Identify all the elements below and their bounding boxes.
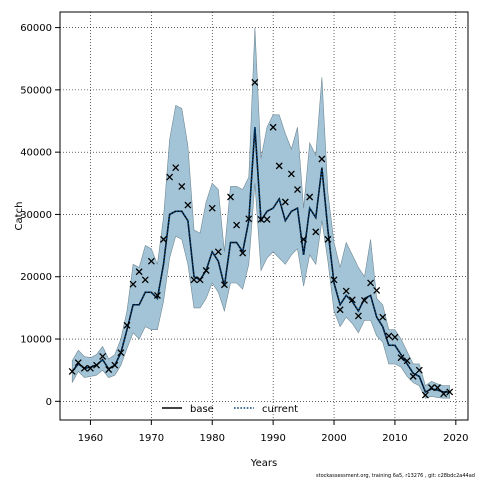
observed-point-marker [239, 249, 247, 257]
observed-point-marker [129, 280, 137, 288]
observed-point-marker [86, 364, 94, 372]
legend: base current [162, 404, 298, 415]
observed-point-marker [245, 215, 253, 223]
x-tick-label: 1990 [260, 433, 285, 444]
y-tick-label: 50000 [20, 85, 52, 96]
observed-point-marker [141, 276, 149, 284]
plot-frame [59, 11, 469, 421]
observed-point-marker [318, 155, 326, 163]
x-tick-label: 1980 [200, 433, 225, 444]
observed-point-marker [440, 390, 448, 398]
observed-point-marker [415, 366, 423, 374]
observed-point-marker [117, 349, 125, 357]
observed-point-marker [367, 279, 375, 287]
observed-point-marker [446, 388, 454, 396]
y-tick-label: 30000 [20, 210, 52, 221]
observed-point-marker [330, 276, 338, 284]
x-tick-label: 1960 [78, 433, 103, 444]
observed-point-marker [312, 228, 320, 236]
observed-point-marker [196, 276, 204, 284]
observed-point-marker [220, 281, 228, 289]
observed-point-marker [269, 123, 277, 131]
y-tick-label: 10000 [20, 335, 52, 346]
observed-point-marker [172, 164, 180, 172]
y-tick-label: 60000 [20, 23, 52, 34]
observed-point-marker [105, 366, 113, 374]
observed-point-marker [202, 267, 210, 274]
legend-base-label: base [190, 404, 214, 415]
y-axis-title: Catch [14, 202, 25, 231]
y-tick-label: 40000 [20, 148, 52, 159]
observed-point-marker [178, 182, 186, 190]
observed-point-marker [385, 332, 393, 340]
legend-current-label: current [262, 404, 298, 415]
observed-point-marker [160, 235, 167, 243]
x-tick-label: 1970 [139, 433, 164, 444]
observed-point-marker [324, 235, 332, 243]
observed-point-marker [208, 204, 216, 212]
observed-point-marker [373, 286, 381, 294]
observed-point-marker [111, 361, 119, 369]
observed-point-marker [306, 193, 314, 201]
observed-point-marker [135, 268, 143, 276]
observed-point-marker [153, 291, 161, 299]
observed-point-marker [403, 357, 411, 365]
observed-point-marker [391, 333, 399, 341]
observed-point-marker [74, 359, 82, 367]
observed-point-marker [281, 198, 289, 206]
observed-point-marker [287, 170, 295, 178]
observed-point-marker [214, 248, 222, 256]
observed-point-marker [434, 384, 442, 392]
observed-point-marker [147, 257, 155, 265]
observed-point-marker [184, 201, 192, 209]
observed-point-marker [93, 361, 100, 369]
y-tick-label: 0 [46, 397, 52, 408]
series-current-line [71, 127, 450, 394]
observed-point-marker [361, 296, 368, 304]
y-tick-label: 20000 [20, 272, 52, 283]
observed-point-marker [397, 354, 405, 362]
observed-point-marker [342, 287, 350, 295]
y-axis-ticks: 0 10000 20000 30000 40000 50000 60000 [20, 23, 60, 408]
observed-point-marker [99, 353, 107, 360]
observed-point-marker [379, 313, 387, 321]
x-tick-label: 2020 [443, 433, 468, 444]
observed-point-marker [80, 364, 88, 372]
x-axis-ticks: 1960 1970 1980 1990 2000 2010 2020 [78, 420, 469, 444]
observed-point-marker [166, 173, 174, 181]
observed-point-marker [300, 235, 308, 243]
observed-point-marker [257, 215, 265, 223]
observed-point-marker [348, 296, 356, 304]
observed-point-marker [263, 215, 271, 223]
observed-points [68, 78, 454, 399]
x-axis-title: Years [250, 458, 277, 469]
observed-point-marker [275, 162, 283, 170]
observed-point-marker [68, 367, 76, 375]
observed-point-marker [421, 391, 429, 399]
observed-point-marker [251, 78, 259, 86]
observed-point-marker [409, 372, 417, 380]
observed-point-marker [190, 276, 198, 284]
x-tick-label: 2000 [321, 433, 346, 444]
footer-note: stockassessment.org, training 6a5, r1327… [316, 473, 475, 479]
observed-point-marker [428, 384, 435, 392]
x-tick-label: 2010 [382, 433, 407, 444]
observed-point-marker [123, 321, 131, 329]
observed-point-marker [336, 306, 344, 314]
observed-point-marker [294, 186, 301, 193]
observed-point-marker [354, 312, 362, 320]
observed-point-marker [227, 193, 234, 201]
observed-point-marker [233, 221, 241, 229]
